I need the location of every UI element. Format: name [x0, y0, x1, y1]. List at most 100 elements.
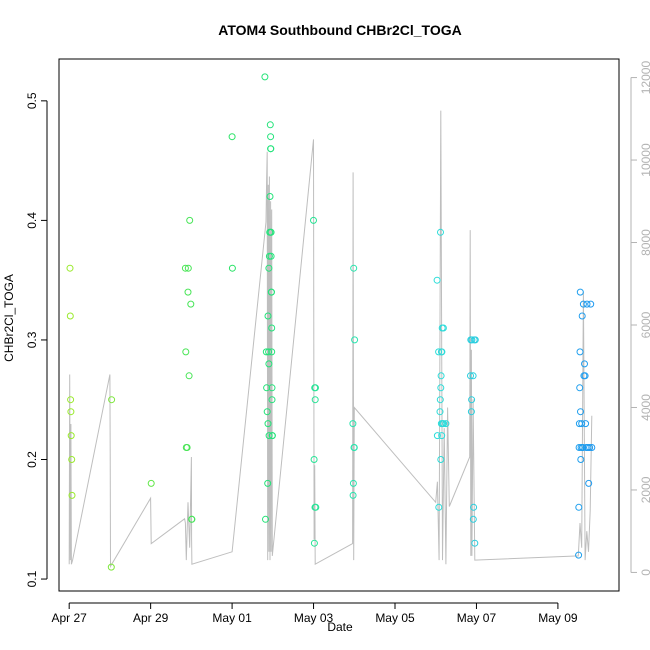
data-point [579, 444, 587, 451]
data-point [182, 348, 190, 356]
points-layer [66, 73, 596, 571]
data-point [577, 408, 584, 416]
x-tick-label: May 01 [212, 611, 252, 625]
data-point [471, 539, 479, 547]
y-tick-label: 0.3 [25, 331, 39, 348]
data-point [469, 372, 477, 380]
data-point [186, 216, 194, 224]
data-point [586, 444, 594, 451]
data-point [436, 396, 444, 404]
data-point [263, 408, 271, 416]
data-point [435, 503, 443, 511]
data-point [68, 491, 76, 499]
y-axis-left: 0.1 0.2 0.3 0.4 0.5 [25, 92, 48, 587]
data-point [267, 145, 275, 153]
data-point [181, 264, 189, 272]
data-point [575, 551, 583, 559]
x-axis-label: Date [327, 620, 353, 634]
data-point [262, 515, 269, 523]
data-point [351, 336, 359, 344]
data-point [439, 324, 447, 332]
data-point [265, 264, 273, 272]
data-point [437, 456, 445, 463]
data-point [108, 396, 116, 404]
data-point [264, 312, 272, 320]
data-point [437, 384, 445, 392]
data-point [261, 73, 269, 81]
data-point [264, 479, 272, 487]
y-tick-label: 0.1 [25, 570, 39, 587]
data-point [266, 121, 274, 129]
data-point [268, 432, 276, 440]
data-point [579, 300, 587, 308]
data-point [470, 503, 478, 511]
data-point [581, 372, 589, 380]
data-point [68, 456, 76, 463]
data-point [578, 420, 586, 428]
data-point [268, 348, 276, 356]
data-point [264, 420, 272, 428]
data-point [268, 384, 276, 392]
data-point [468, 336, 476, 344]
data-point [310, 456, 318, 463]
data-point [435, 348, 443, 356]
data-point [267, 228, 275, 236]
data-point [262, 348, 270, 356]
data-point [436, 408, 444, 416]
data-point [438, 432, 446, 440]
x-tick-label: May 03 [294, 611, 334, 625]
data-point [576, 384, 584, 392]
data-point [310, 539, 318, 547]
data-point [467, 408, 475, 416]
data-point [582, 420, 590, 428]
data-point [467, 372, 474, 380]
data-point [442, 420, 450, 428]
chart-title: ATOM4 Southbound CHBr2Cl_TOGA [218, 22, 461, 38]
data-point [437, 228, 444, 236]
y2-tick-label: 4000 [639, 394, 650, 421]
data-point [350, 264, 358, 272]
x-tick-label: May 05 [375, 611, 415, 625]
data-point [185, 372, 193, 380]
y-axis-label: CHBr2Cl_TOGA [2, 274, 16, 362]
x-tick-label: Apr 29 [133, 611, 169, 625]
data-point [349, 479, 357, 487]
data-point [578, 312, 586, 320]
plot-frame [58, 58, 620, 592]
data-point [268, 324, 276, 332]
data-point [576, 348, 584, 356]
data-point [310, 216, 317, 224]
y-tick-label: 0.4 [25, 212, 39, 229]
data-point [575, 503, 583, 511]
y-axis-right: 0 2000 4000 6000 8000 10000 12000 [630, 61, 650, 576]
data-point [67, 432, 75, 440]
data-point [228, 264, 236, 272]
data-point [265, 432, 273, 440]
y2-tick-label: 12000 [639, 61, 650, 95]
data-point [267, 252, 275, 260]
data-point [266, 193, 274, 200]
data-point [67, 408, 75, 416]
x-axis: Apr 27 Apr 29 May 01 May 03 May 05 May 07 May … [52, 602, 578, 625]
data-point [468, 396, 476, 404]
x-tick-label: Apr 27 [52, 611, 88, 625]
data-point [263, 384, 271, 392]
data-point [312, 503, 320, 511]
data-point [268, 396, 276, 404]
data-point [67, 396, 75, 404]
y-tick-label: 0.2 [25, 451, 39, 468]
data-point [577, 456, 585, 463]
data-point [184, 264, 192, 272]
data-point [587, 300, 595, 308]
x-tick-label: May 07 [457, 611, 497, 625]
data-point [187, 300, 195, 308]
data-point [350, 444, 358, 451]
x-tick-label: May 09 [538, 611, 578, 625]
data-point [267, 133, 275, 141]
altitude-series-line [68, 110, 593, 569]
data-point [147, 479, 155, 487]
data-point [433, 432, 441, 440]
y2-tick-label: 2000 [639, 476, 650, 503]
data-point [183, 444, 191, 451]
data-point [228, 133, 236, 141]
